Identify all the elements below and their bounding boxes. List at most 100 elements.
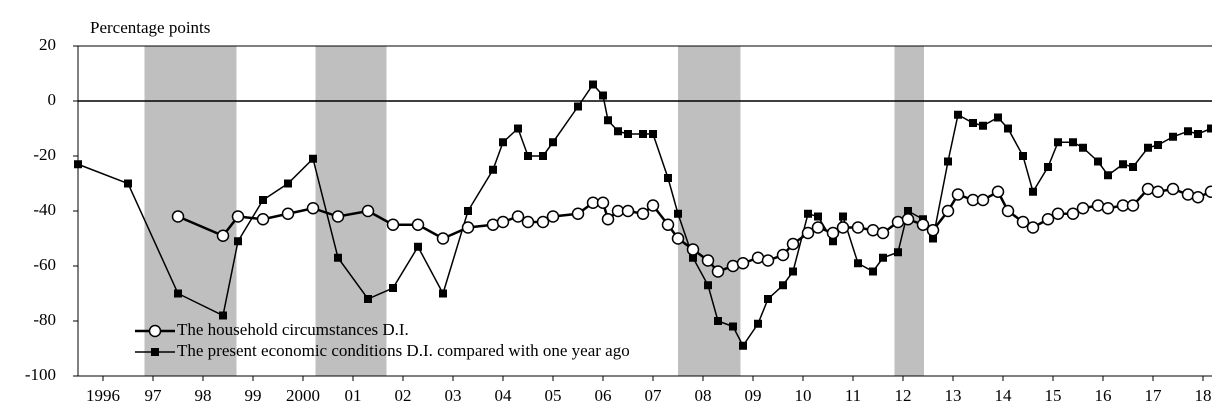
square-marker — [829, 237, 837, 246]
square-marker — [1004, 124, 1012, 133]
y-tick-label: -60 — [33, 255, 56, 274]
circle-marker — [546, 210, 560, 223]
square-marker — [604, 116, 612, 125]
square-marker — [804, 209, 812, 218]
circle-marker — [736, 257, 750, 270]
circle-marker — [306, 202, 320, 215]
circle-marker — [601, 213, 615, 226]
circle-marker — [1041, 213, 1055, 226]
square-marker — [764, 295, 772, 303]
circle-marker — [916, 218, 930, 231]
square-marker — [414, 242, 422, 251]
square-marker — [1184, 127, 1192, 136]
square-marker — [664, 174, 672, 182]
x-tick-label: 18 — [1195, 386, 1212, 405]
circle-marker — [1126, 199, 1140, 212]
x-tick-label: 97 — [145, 386, 163, 405]
square-marker — [439, 289, 447, 298]
x-tick-label: 1996 — [86, 386, 120, 405]
square-marker — [1154, 141, 1162, 149]
circle-marker — [801, 226, 815, 240]
y-tick-label: 0 — [48, 90, 57, 109]
square-marker — [639, 130, 647, 138]
square-marker — [464, 207, 472, 215]
x-tick-label: 04 — [495, 386, 513, 405]
x-tick-label: 10 — [795, 386, 812, 405]
square-marker — [704, 281, 712, 290]
circle-marker — [361, 204, 375, 218]
square-marker — [1104, 171, 1112, 180]
square-marker — [259, 196, 267, 204]
x-tick-label: 17 — [1145, 386, 1163, 405]
x-tick-label: 99 — [245, 386, 262, 405]
circle-marker — [436, 232, 450, 245]
square-marker — [499, 138, 507, 147]
x-tick-label: 11 — [845, 386, 861, 405]
circle-marker — [1101, 202, 1115, 215]
square-marker — [309, 154, 317, 163]
circle-marker — [851, 221, 865, 234]
circle-marker — [836, 221, 850, 234]
circle-marker — [536, 215, 550, 229]
x-tick-label: 01 — [345, 386, 362, 405]
legend-label: The household circumstances D.I. — [177, 320, 409, 339]
square-marker — [839, 212, 847, 221]
y-tick-label: -40 — [33, 200, 56, 219]
circle-marker — [1066, 207, 1080, 220]
circle-marker — [1051, 207, 1065, 220]
circle-marker — [941, 204, 955, 218]
square-marker — [1029, 187, 1037, 196]
x-tick-label: 98 — [195, 386, 212, 405]
circle-marker — [786, 237, 800, 251]
square-marker — [1079, 143, 1087, 152]
legend-label: The present economic conditions D.I. com… — [177, 341, 630, 360]
square-marker — [739, 341, 747, 350]
circle-marker — [171, 210, 185, 223]
square-marker — [514, 124, 522, 133]
circle-marker — [521, 215, 535, 229]
square-marker — [1054, 138, 1062, 147]
circle-marker — [876, 226, 890, 240]
square-marker — [124, 179, 132, 188]
square-marker — [944, 157, 952, 166]
square-marker — [614, 127, 622, 136]
series-line — [177, 187, 1212, 273]
square-marker — [1044, 163, 1052, 171]
circle-marker — [976, 193, 990, 207]
x-tick-label: 06 — [595, 386, 612, 405]
circle-marker — [1204, 185, 1212, 198]
circle-marker — [686, 243, 700, 256]
square-marker — [674, 209, 682, 218]
circle-marker — [461, 221, 475, 234]
x-tick-label: 15 — [1045, 386, 1062, 405]
circle-marker — [496, 215, 510, 229]
square-marker — [74, 160, 82, 169]
circle-marker — [711, 265, 725, 278]
circle-marker — [926, 224, 940, 237]
square-marker — [1129, 163, 1137, 171]
circle-marker — [216, 229, 230, 242]
circle-marker — [671, 232, 685, 245]
circle-marker — [256, 213, 270, 226]
square-marker — [549, 138, 557, 147]
circle-marker — [386, 218, 400, 231]
square-marker — [624, 130, 632, 138]
square-marker — [364, 295, 372, 303]
square-marker — [969, 119, 977, 127]
square-marker — [894, 248, 902, 257]
square-marker — [1094, 157, 1102, 166]
square-marker — [1119, 160, 1127, 169]
y-tick-label: 20 — [39, 35, 56, 54]
circle-marker — [646, 199, 660, 212]
square-marker — [689, 253, 697, 262]
square-marker — [869, 267, 877, 276]
circle-marker — [596, 196, 610, 209]
square-marker — [489, 165, 497, 174]
square-marker — [219, 311, 227, 320]
square-marker — [814, 212, 822, 221]
square-marker — [879, 253, 887, 262]
square-marker — [929, 234, 937, 243]
square-marker — [714, 317, 722, 325]
